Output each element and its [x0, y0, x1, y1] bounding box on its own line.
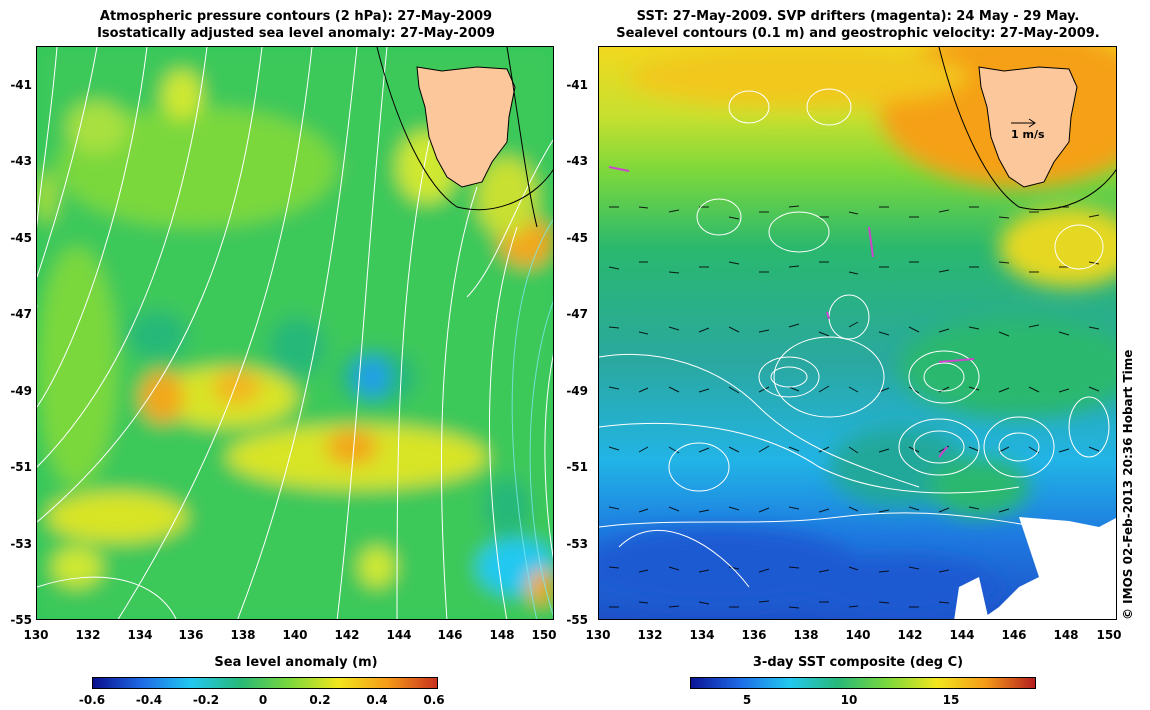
left-colorbar-title: Sea level anomaly (m) [214, 655, 378, 670]
y-tick: -41 [566, 78, 588, 92]
sealevel-contours [599, 88, 1110, 588]
tasmania-landmass [978, 66, 1078, 188]
x-tick: 134 [689, 628, 715, 642]
y-tick: -47 [10, 307, 32, 321]
right-title-line1: SST: 27-May-2009. SVP drifters (magenta)… [636, 9, 1080, 24]
right-title-line2: Sealevel contours (0.1 m) and geostrophi… [616, 26, 1100, 41]
x-tick: 146 [437, 628, 463, 642]
x-tick: 130 [23, 628, 49, 642]
pressure-contours-cyan [511, 219, 553, 619]
svp-drifter-tracks [608, 166, 975, 458]
geostrophic-velocity-arrows [608, 205, 1100, 609]
velocity-scale: 1 m/s [1011, 118, 1045, 141]
y-tick: -43 [10, 154, 32, 168]
shelf-contour [376, 47, 553, 211]
cloud-mask [981, 517, 1116, 619]
x-tick: 138 [230, 628, 256, 642]
x-tick: 146 [1001, 628, 1027, 642]
x-tick: 148 [1053, 628, 1079, 642]
left-title-line2: Isostatically adjusted sea level anomaly… [97, 26, 495, 41]
shelf-contour [938, 47, 1116, 211]
velocity-scale-label: 1 m/s [1011, 128, 1045, 141]
colorbar-tick: -0.6 [78, 693, 106, 707]
sst-map: 1 m/s [598, 46, 1117, 620]
imos-credit: © IMOS 02-Feb-2013 20:36 Hobart Time [1121, 349, 1135, 620]
x-tick: 142 [334, 628, 360, 642]
sea-level-colorbar [92, 677, 438, 689]
x-tick: 140 [845, 628, 871, 642]
y-tick: -49 [10, 384, 32, 398]
y-tick: -55 [10, 613, 32, 627]
colorbar-tick: 0.6 [423, 693, 445, 707]
x-tick: 134 [127, 628, 153, 642]
sst-field: 1 m/s [599, 47, 1116, 619]
colorbar-tick: 5 [742, 693, 752, 707]
x-tick: 130 [585, 628, 611, 642]
left-title-line1: Atmospheric pressure contours (2 hPa): 2… [99, 9, 493, 24]
x-tick: 132 [75, 628, 101, 642]
x-tick: 136 [178, 628, 204, 642]
left-map-title: Atmospheric pressure contours (2 hPa): 2… [36, 8, 556, 42]
y-tick: -53 [10, 537, 32, 551]
x-tick: 140 [282, 628, 308, 642]
x-tick: 150 [1096, 628, 1122, 642]
x-tick: 136 [741, 628, 767, 642]
colorbar-tick: 0 [258, 693, 268, 707]
y-tick: -47 [566, 307, 588, 321]
x-tick: 138 [793, 628, 819, 642]
y-tick: -51 [10, 460, 32, 474]
y-tick: -51 [566, 460, 588, 474]
sea-level-anomaly-field [37, 47, 553, 619]
y-tick: -41 [10, 78, 32, 92]
right-colorbar-title: 3-day SST composite (deg C) [752, 655, 964, 670]
colorbar-tick: -0.2 [192, 693, 220, 707]
sea-level-anomaly-map [36, 46, 554, 620]
x-tick: 142 [897, 628, 923, 642]
x-tick: 144 [949, 628, 975, 642]
y-tick: -45 [566, 231, 588, 245]
y-tick: -43 [566, 154, 588, 168]
y-tick: -49 [566, 384, 588, 398]
y-tick: -53 [566, 537, 588, 551]
cloud-mask-small [954, 577, 989, 619]
colorbar-tick: 0.2 [309, 693, 331, 707]
x-tick: 150 [531, 628, 557, 642]
pressure-contours [37, 47, 553, 619]
x-tick: 148 [489, 628, 515, 642]
x-tick: 144 [386, 628, 412, 642]
x-tick: 132 [637, 628, 663, 642]
colorbar-tick: 15 [942, 693, 960, 707]
y-tick: -55 [566, 613, 588, 627]
colorbar-tick: -0.4 [135, 693, 163, 707]
coast-contour [506, 47, 538, 228]
tasmania-landmass [416, 66, 516, 188]
sst-colorbar [690, 677, 1036, 689]
right-map-title: SST: 27-May-2009. SVP drifters (magenta)… [598, 8, 1118, 42]
scale-arrow-icon [1011, 118, 1036, 128]
colorbar-tick: 0.4 [366, 693, 388, 707]
y-tick: -45 [10, 231, 32, 245]
colorbar-tick: 10 [840, 693, 858, 707]
